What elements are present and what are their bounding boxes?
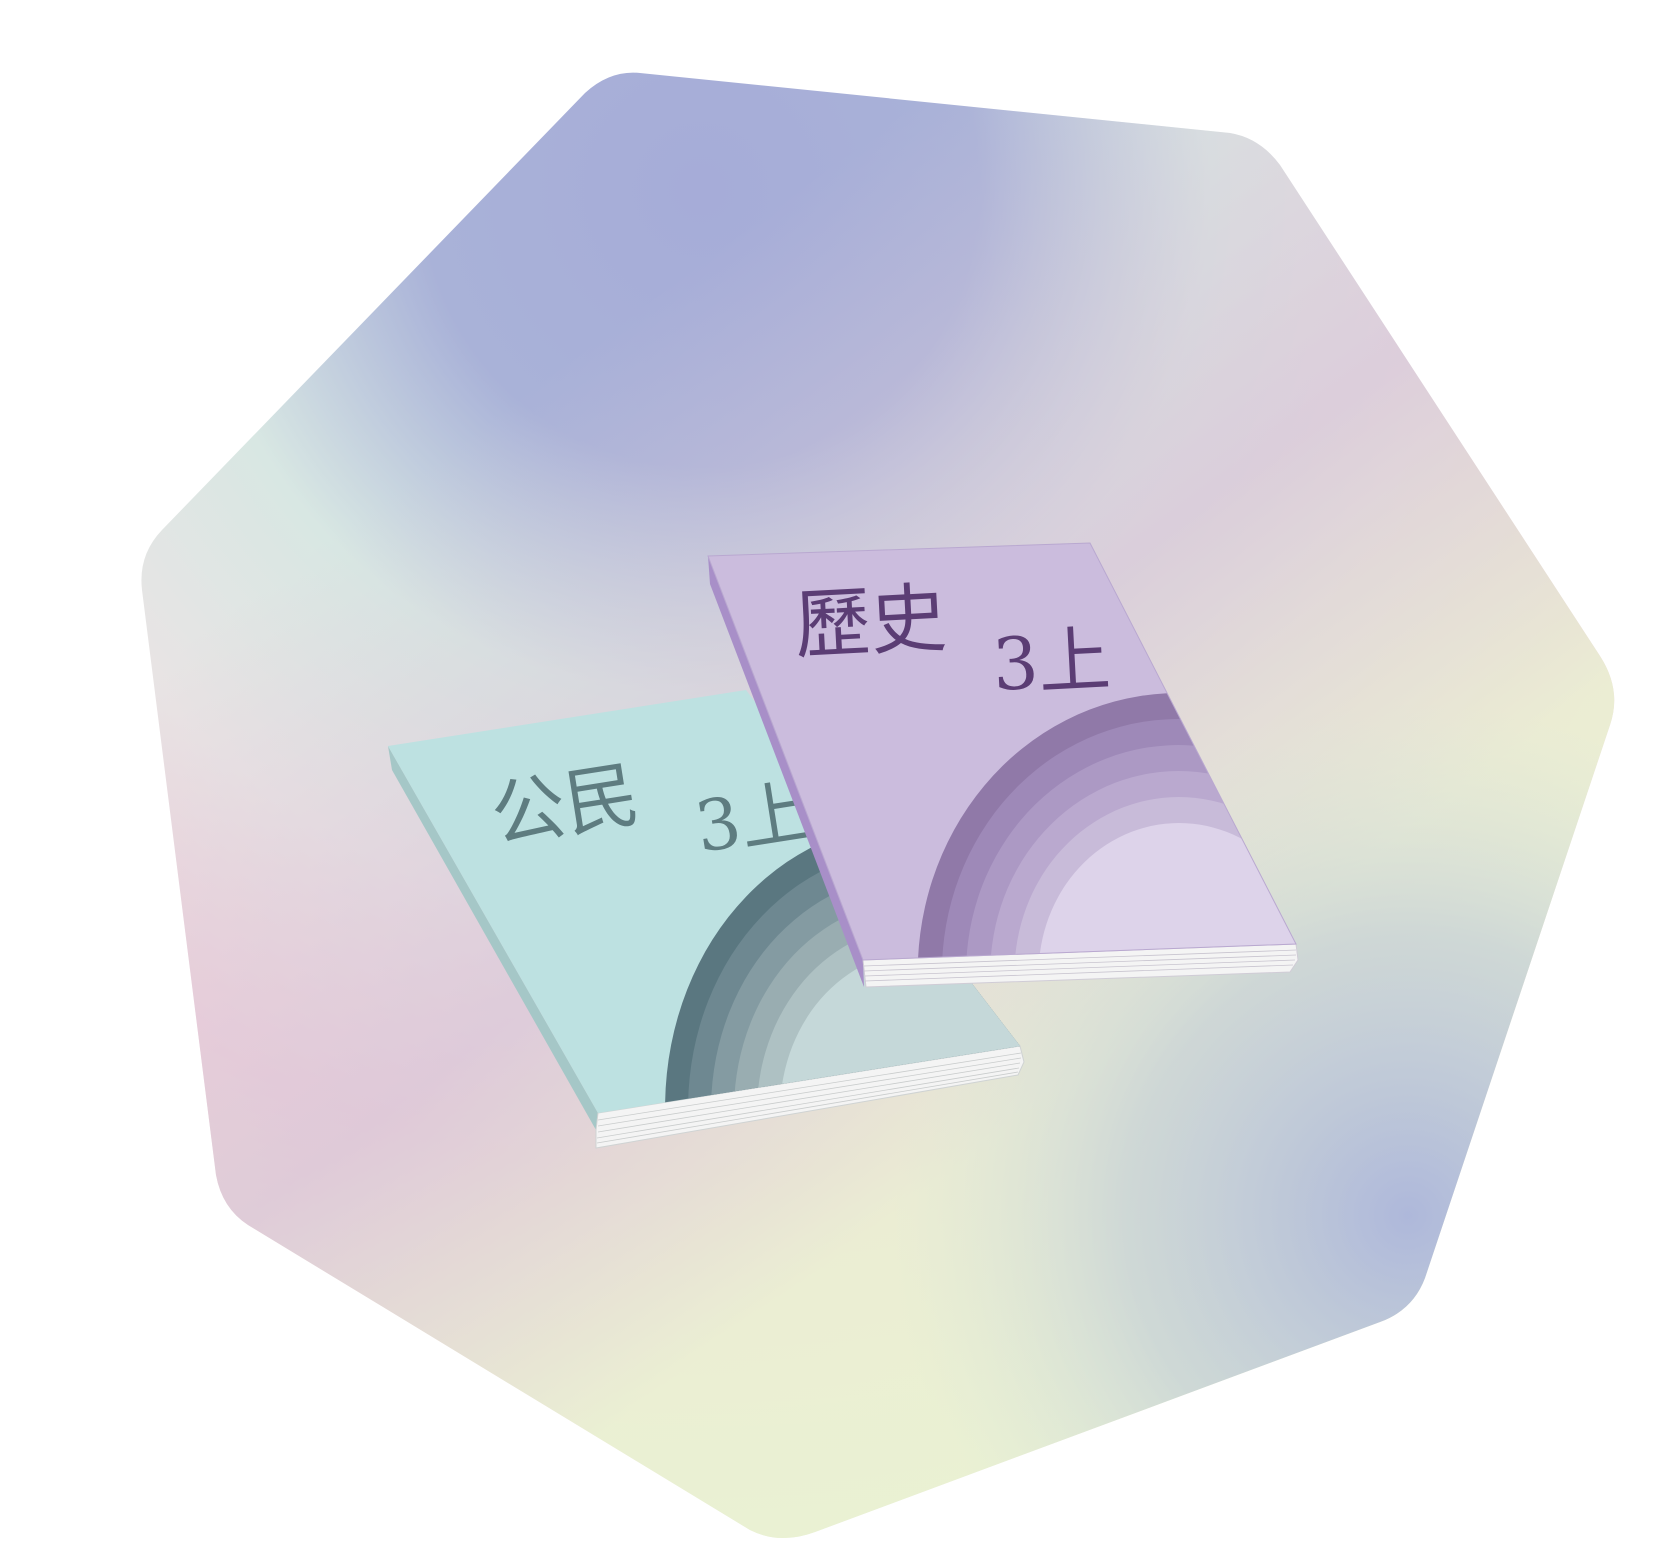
history-arc-6 [1038,823,1296,960]
history-book-spine [708,556,864,987]
civics-book: 公民 3上 [388,690,1025,1149]
civics-book-spine [388,746,598,1130]
history-subject-title: 歷史 [792,573,948,670]
civics-arc-6 [779,950,1020,1113]
history-grade-label: 3上 [990,617,1112,707]
